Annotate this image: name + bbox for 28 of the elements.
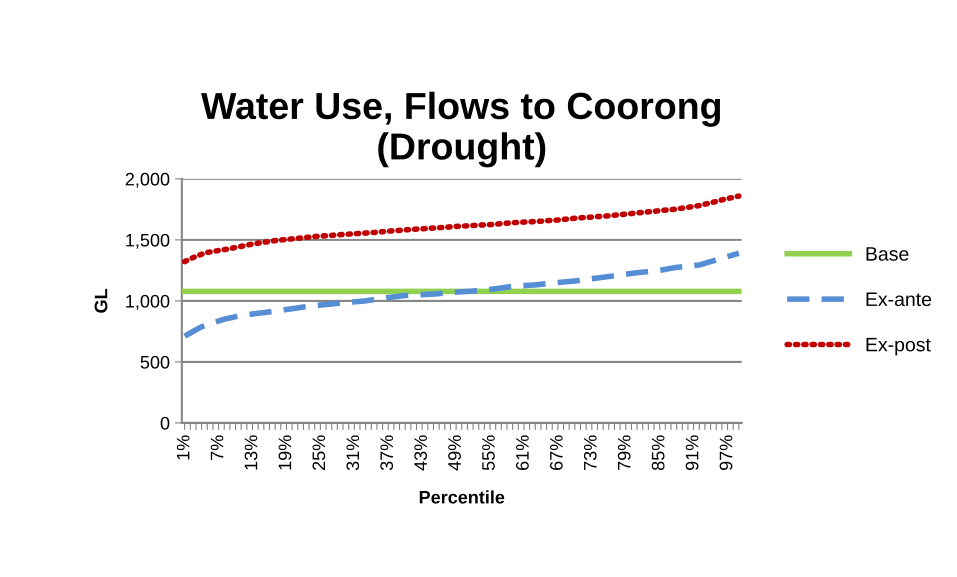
legend-label: Ex-post (866, 338, 931, 356)
chart-title: Water Use, Flows to Coorong (Drought) (201, 92, 720, 168)
y-tick-label: 1,500 (126, 234, 170, 249)
x-tick-label: 79% (618, 435, 631, 470)
x-tick-label: 37% (380, 435, 394, 470)
x-tick-label: 13% (244, 435, 258, 470)
y-tick-label: 1,000 (126, 294, 170, 310)
x-tick-label: 19% (278, 435, 292, 470)
y-tick-label: 500 (140, 356, 170, 369)
x-tick-label: 61% (516, 435, 529, 470)
x-tick-label: 31% (346, 435, 360, 470)
x-tick-label: 97% (720, 435, 732, 470)
y-axis-title: GL (94, 288, 108, 313)
x-tick-label: 85% (652, 435, 665, 470)
legend-label: Base (866, 247, 908, 261)
x-tick-label: 7% (210, 435, 224, 460)
x-tick-label: 25% (312, 435, 326, 470)
x-axis-title: Percentile (420, 490, 504, 504)
x-tick-label: 49% (448, 435, 461, 470)
x-tick-label: 73% (584, 435, 597, 470)
y-tick-label: 2,000 (126, 172, 170, 188)
legend-label: Ex-ante (866, 292, 932, 306)
y-tick-label: 0 (160, 416, 170, 430)
x-tick-label: 55% (482, 435, 495, 470)
x-tick-label: 67% (550, 435, 563, 470)
x-tick-label: 1% (176, 435, 190, 460)
x-tick-label: 91% (686, 435, 698, 470)
x-tick-label: 43% (414, 435, 428, 470)
